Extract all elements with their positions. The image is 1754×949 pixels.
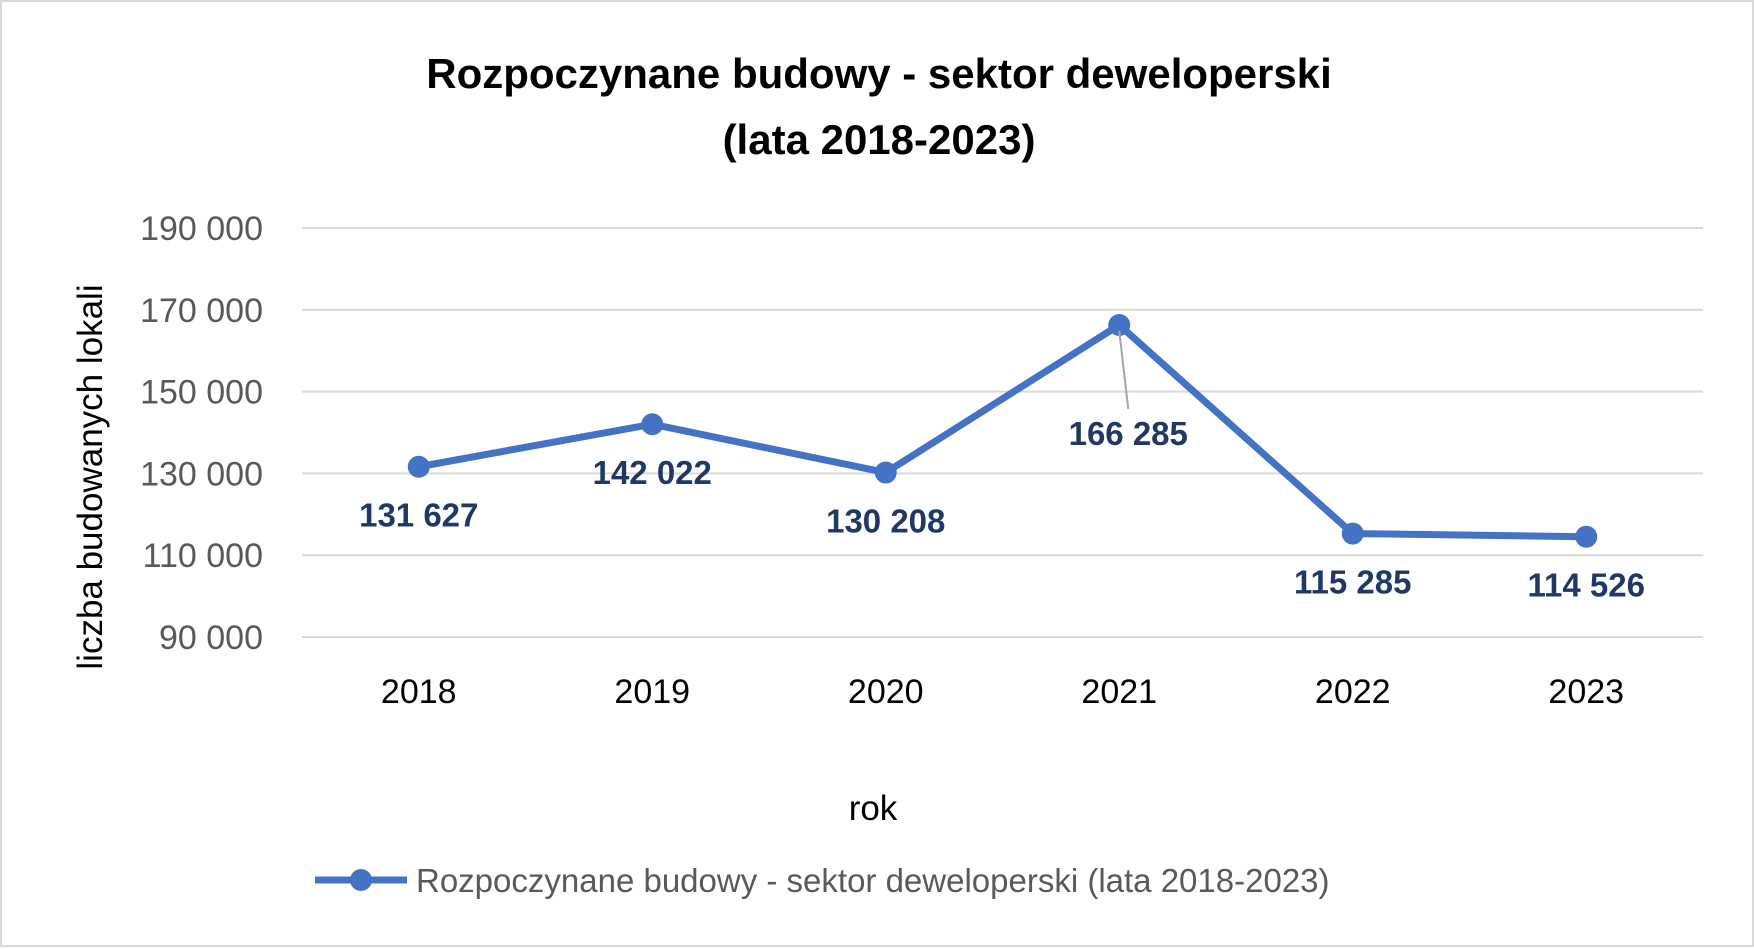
y-tick-label: 150 000 — [140, 374, 263, 412]
data-label: 142 022 — [593, 454, 712, 491]
data-label: 130 208 — [826, 503, 945, 540]
chart-title-line2: (lata 2018-2023) — [723, 116, 1036, 163]
y-axis-label: liczba budowanych lokali — [71, 284, 110, 669]
data-label: 115 285 — [1294, 564, 1411, 601]
data-label: 114 526 — [1528, 567, 1645, 604]
data-point — [1341, 522, 1364, 545]
y-tick-label: 90 000 — [159, 619, 263, 657]
data-label: 166 285 — [1069, 415, 1188, 452]
series-line — [418, 321, 1587, 541]
x-axis-label: rok — [849, 789, 898, 828]
legend-entry: Rozpoczynane budowy - sektor dewelopersk… — [416, 862, 1330, 899]
y-tick-label: 170 000 — [140, 292, 263, 330]
data-point — [1575, 525, 1598, 548]
data-point — [874, 461, 897, 484]
x-tick-label: 2020 — [848, 673, 924, 711]
x-tick-label: 2019 — [614, 673, 690, 711]
x-tick-label: 2021 — [1081, 673, 1157, 711]
data-point — [407, 455, 430, 478]
label-leader-line — [1118, 330, 1130, 410]
x-tick-label: 2022 — [1315, 673, 1391, 711]
data-point — [1108, 313, 1131, 336]
legend-marker-swatch — [350, 869, 372, 891]
x-tick-label: 2023 — [1548, 673, 1624, 711]
y-tick-label: 190 000 — [140, 210, 263, 248]
legend: Rozpoczynane budowy - sektor dewelopersk… — [315, 862, 1330, 899]
y-tick-label: 110 000 — [143, 537, 263, 575]
y-tick-label: 130 000 — [140, 455, 263, 493]
chart-title-line1: Rozpoczynane budowy - sektor dewelopersk… — [426, 50, 1332, 97]
data-point — [641, 413, 664, 436]
data-label: 131 627 — [359, 497, 478, 534]
x-tick-label: 2018 — [381, 673, 457, 711]
